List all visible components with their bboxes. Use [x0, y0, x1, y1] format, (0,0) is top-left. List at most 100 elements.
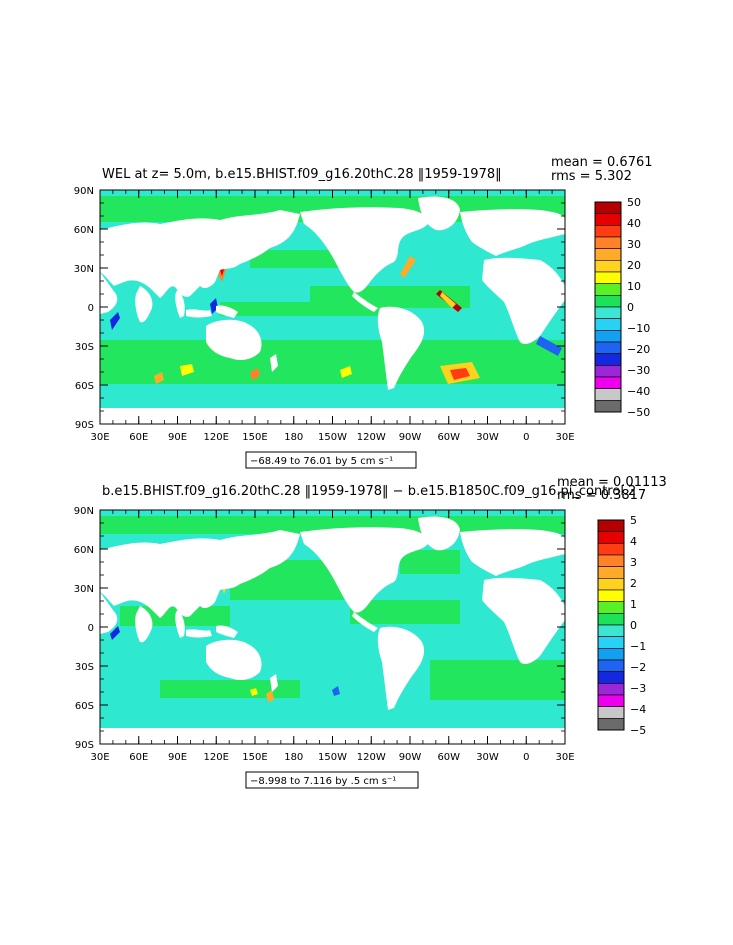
lon-label: 120E — [204, 752, 229, 763]
lon-label: 120W — [357, 752, 386, 763]
panel-title: b.e15.BHIST.f09_g16.20thC.28 ‖1959-1978‖… — [102, 484, 636, 499]
colorbar-label: −3 — [630, 682, 646, 695]
colorbar-swatch — [594, 236, 622, 249]
lon-label: 30E — [90, 752, 109, 763]
lon-label: 30E — [555, 432, 574, 443]
colorbar-swatch — [594, 213, 622, 226]
colorbar-swatch — [597, 519, 625, 532]
lat-label: 0 — [88, 303, 94, 314]
colorbar-swatch — [594, 318, 622, 331]
colorbar-swatch — [594, 248, 622, 261]
colorbar-label: 20 — [627, 259, 641, 272]
lon-label: 180 — [284, 432, 303, 443]
lat-label: 90N — [74, 506, 94, 517]
lon-label: 30W — [476, 432, 499, 443]
colorbar-swatch — [597, 613, 625, 626]
colorbar-label: 0 — [627, 301, 634, 314]
lon-label: 0 — [523, 432, 529, 443]
lon-label: 30E — [555, 752, 574, 763]
lon-label: 90W — [399, 432, 422, 443]
map-frame — [99, 509, 566, 745]
colorbar-swatch — [597, 554, 625, 567]
range-box: −8.998 to 7.116 by .5 cm s⁻¹ — [245, 771, 419, 789]
colorbar-swatch — [594, 341, 622, 354]
colorbar: 5 4 3 2 1 0 −1 −2 −3 −4 −5 — [597, 514, 646, 737]
lon-label: 90E — [168, 432, 187, 443]
lon-label: 30W — [476, 752, 499, 763]
colorbar-label: −50 — [627, 406, 650, 419]
colorbar-swatch — [597, 683, 625, 696]
colorbar-swatch — [594, 225, 622, 238]
lat-label: 30N — [74, 584, 94, 595]
colorbar-label: −5 — [630, 724, 646, 737]
colorbar-label: 1 — [630, 598, 637, 611]
range-box: −68.49 to 76.01 by 5 cm s⁻¹ — [245, 451, 417, 469]
colorbar-label: −40 — [627, 385, 650, 398]
colorbar-swatch — [594, 283, 622, 296]
rms-value: rms = 5.302 — [551, 169, 632, 184]
lon-label: 0 — [523, 752, 529, 763]
colorbar-label: 4 — [630, 535, 637, 548]
colorbar-swatch — [597, 648, 625, 661]
colorbar-swatch — [594, 271, 622, 284]
colorbar-label: −10 — [627, 322, 650, 335]
colorbar-swatch — [594, 365, 622, 378]
lon-label: 30E — [90, 432, 109, 443]
lat-label: 30N — [74, 264, 94, 275]
lon-label: 60W — [437, 752, 460, 763]
map-frame — [99, 189, 566, 425]
colorbar-label: −4 — [630, 703, 646, 716]
colorbar-swatch — [597, 624, 625, 637]
colorbar-swatch — [597, 589, 625, 602]
colorbar-label: 5 — [630, 514, 637, 527]
range-text: −8.998 to 7.116 by .5 cm s⁻¹ — [250, 776, 396, 787]
colorbar-swatch — [594, 353, 622, 366]
colorbar-swatch — [597, 531, 625, 544]
colorbar-swatch — [594, 260, 622, 273]
lon-label: 90W — [399, 752, 422, 763]
mean-value: mean = 0.6761 — [551, 155, 653, 170]
panel-absolute: WEL at z= 5.0m, b.e15.BHIST.f09_g16.20th… — [99, 155, 653, 469]
panel-title: WEL at z= 5.0m, b.e15.BHIST.f09_g16.20th… — [102, 167, 502, 182]
colorbar-swatch — [594, 201, 622, 214]
colorbar-swatch — [597, 706, 625, 719]
colorbar-outline — [597, 519, 625, 731]
lon-label: 150W — [318, 752, 347, 763]
colorbar-label: −1 — [630, 640, 646, 653]
lat-label: 0 — [88, 623, 94, 634]
lon-label: 120W — [357, 432, 386, 443]
lon-label: 60W — [437, 432, 460, 443]
colorbar-swatch — [594, 306, 622, 319]
colorbar-label: 3 — [630, 556, 637, 569]
colorbar-label: −30 — [627, 364, 650, 377]
colorbar-swatch — [597, 659, 625, 672]
colorbar-label: 40 — [627, 217, 641, 230]
lat-label: 90N — [74, 186, 94, 197]
colorbar-swatch — [597, 636, 625, 649]
lon-label: 90E — [168, 752, 187, 763]
lat-label: 60N — [74, 545, 94, 556]
colorbar-outline — [594, 201, 622, 413]
lat-label: 30S — [75, 342, 94, 353]
current-highlights — [110, 254, 562, 384]
colorbar-swatch — [597, 566, 625, 579]
lat-label: 60S — [75, 381, 94, 392]
lon-label: 60E — [129, 432, 148, 443]
lon-label: 180 — [284, 752, 303, 763]
colorbar-swatch — [597, 694, 625, 707]
colorbar-swatch — [597, 578, 625, 591]
colorbar-swatch — [594, 400, 622, 413]
range-text: −68.49 to 76.01 by 5 cm s⁻¹ — [250, 456, 393, 467]
colorbar-swatch — [597, 718, 625, 731]
colorbar-swatch — [597, 543, 625, 556]
axis-ticks — [99, 189, 566, 425]
colorbar-label: 0 — [630, 619, 637, 632]
lon-label: 120E — [204, 432, 229, 443]
lat-label: 90S — [75, 420, 94, 431]
colorbar-label: 30 — [627, 238, 641, 251]
colorbar-swatch — [594, 388, 622, 401]
axis-ticks — [99, 509, 566, 745]
